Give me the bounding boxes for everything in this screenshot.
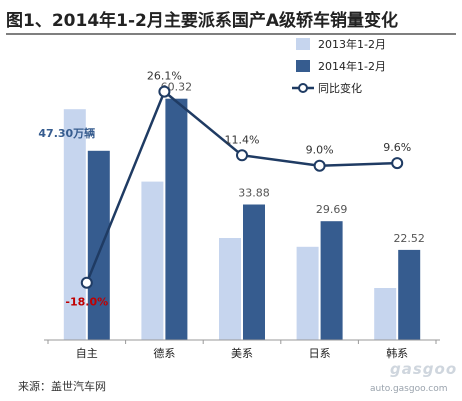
legend-label-1: 2014年1-2月 bbox=[318, 59, 386, 73]
x-tick-label-4: 韩系 bbox=[386, 346, 408, 360]
yoy-point-3 bbox=[313, 159, 326, 172]
bar-value-label-3: 29.69 bbox=[316, 203, 348, 216]
legend-swatch-0 bbox=[296, 38, 310, 50]
watermark-logo: gasgoo bbox=[390, 360, 458, 378]
x-tick-label-1: 德系 bbox=[153, 346, 175, 360]
legend-label-0: 2013年1-2月 bbox=[318, 37, 386, 51]
watermark: gasgoo auto.gasgoo.com bbox=[370, 360, 458, 398]
bar-value-label-0: 47.30万辆 bbox=[38, 126, 95, 140]
yoy-point-0 bbox=[80, 276, 93, 289]
yoy-label-3: 9.0% bbox=[306, 144, 334, 157]
bar-2013-1 bbox=[141, 181, 164, 340]
bar-2014-1 bbox=[165, 98, 188, 340]
yoy-label-0: -18.0% bbox=[65, 296, 108, 309]
legend-swatch-1 bbox=[296, 60, 310, 72]
bar-2014-4 bbox=[398, 249, 421, 340]
x-tick-label-2: 美系 bbox=[231, 347, 253, 360]
title-divider bbox=[6, 33, 456, 35]
yoy-label-2: 11.4% bbox=[225, 133, 260, 146]
bar-2014-3 bbox=[320, 221, 343, 340]
yoy-point-2 bbox=[236, 149, 248, 162]
bar-value-label-4: 22.52 bbox=[393, 232, 425, 245]
bar-2013-2 bbox=[219, 238, 241, 340]
legend-line-marker bbox=[298, 83, 308, 93]
x-tick-label-3: 日系 bbox=[309, 347, 331, 360]
yoy-point-4 bbox=[391, 157, 404, 170]
chart-title: 图1、2014年1-2月主要派系国产A级轿车销量变化 bbox=[6, 11, 399, 31]
bar-2014-0 bbox=[87, 150, 110, 340]
bar-2013-3 bbox=[296, 246, 319, 340]
source-note: 来源：盖世汽车网 bbox=[18, 380, 106, 393]
bar-value-label-2: 33.88 bbox=[238, 187, 270, 200]
legend-label-line: 同比变化 bbox=[318, 81, 362, 95]
x-tick-label-0: 自主 bbox=[76, 347, 98, 360]
watermark-url: auto.gasgoo.com bbox=[370, 384, 448, 394]
bar-2013-0 bbox=[63, 109, 86, 340]
bar-2013-4 bbox=[374, 288, 397, 340]
bar-2014-2 bbox=[243, 204, 265, 340]
yoy-label-4: 9.6% bbox=[383, 141, 411, 154]
yoy-label-1: 26.1% bbox=[147, 70, 182, 83]
yoy-point-1 bbox=[158, 85, 171, 98]
